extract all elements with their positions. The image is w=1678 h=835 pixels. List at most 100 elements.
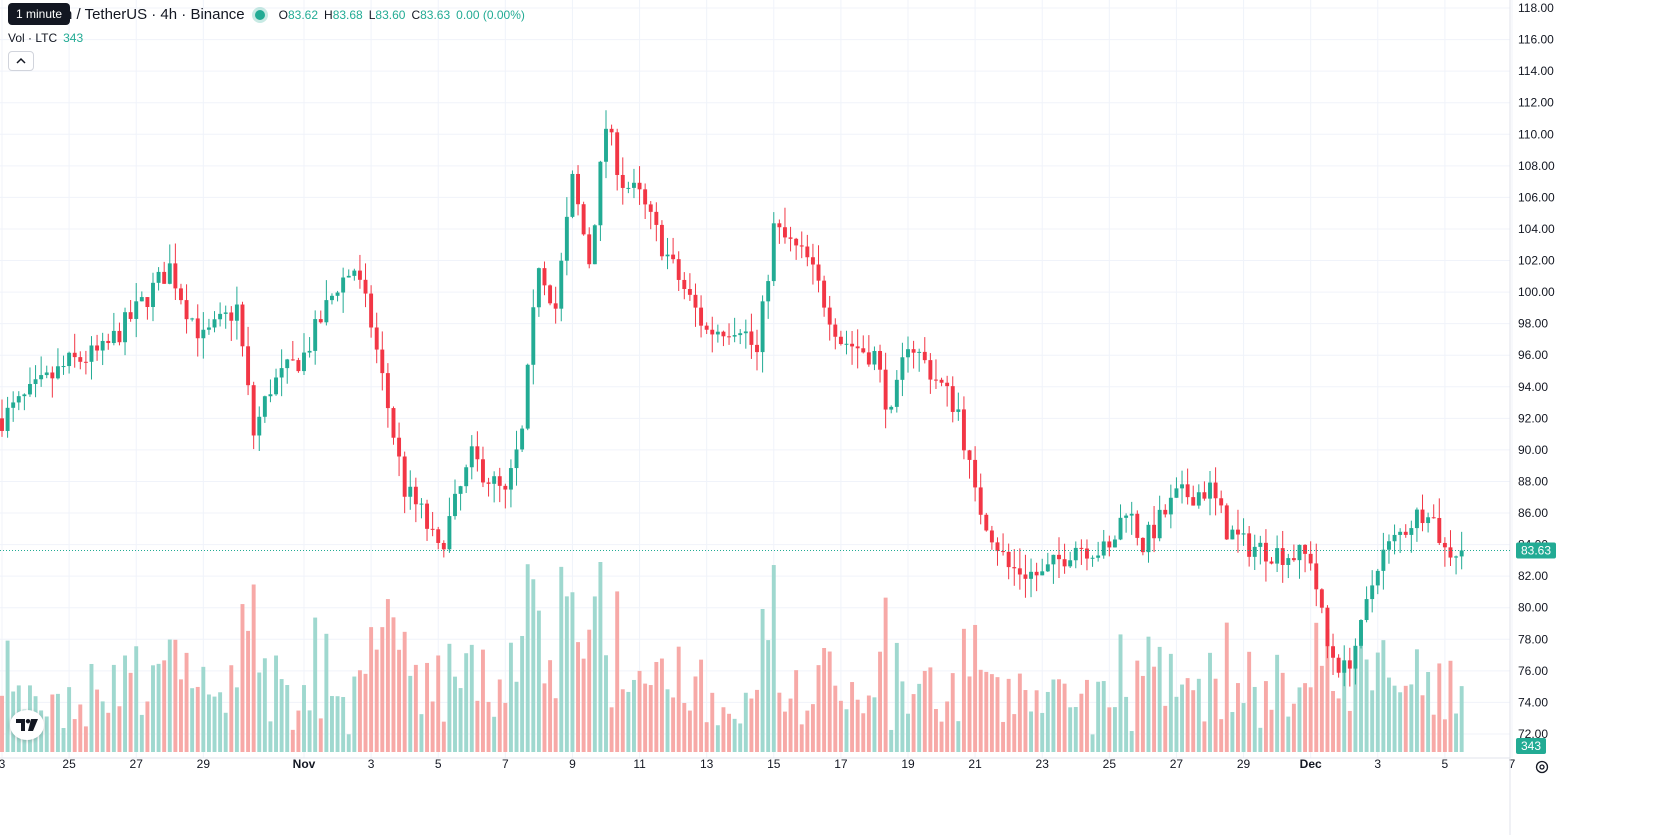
volume-bar [274, 655, 278, 752]
high-value: 83.68 [332, 7, 363, 22]
candle-body [710, 329, 715, 335]
y-axis-tick-label: 90.00 [1518, 443, 1548, 457]
candle-body [995, 542, 1000, 552]
candle-body [313, 319, 318, 351]
candle-body [1236, 529, 1240, 535]
candle-body [659, 224, 664, 257]
volume-bar [878, 651, 882, 752]
candle-body [229, 312, 234, 321]
candle-body [78, 357, 83, 362]
candle-body [989, 530, 994, 543]
candle-body [1286, 558, 1291, 565]
candle-body [1426, 517, 1431, 524]
volume-bar [1112, 707, 1117, 752]
candle-body [369, 293, 374, 328]
candle-body [1135, 513, 1140, 538]
volume-bar [576, 642, 580, 752]
candle-body [900, 357, 905, 380]
volume-bar [408, 675, 413, 752]
volume-bar [783, 711, 787, 752]
volume-bar [1297, 687, 1302, 752]
candle-body [755, 344, 759, 353]
candle-body [766, 281, 771, 302]
volume-bar [637, 670, 642, 752]
candle-body [67, 352, 72, 367]
volume-bar [341, 697, 346, 752]
candle-body [95, 345, 100, 351]
low-label: L [368, 7, 376, 22]
candle-body [111, 330, 116, 344]
volume-bar [553, 698, 558, 752]
volume-bar [788, 698, 793, 752]
volume-bar [497, 679, 502, 752]
volume-legend[interactable]: Vol · LTC 343 [8, 31, 83, 45]
volume-bar [1224, 622, 1229, 752]
volume-bar [1129, 731, 1134, 752]
market-status-icon[interactable] [254, 9, 265, 20]
volume-bar [307, 710, 312, 752]
candle-body [179, 288, 183, 301]
volume-bar [5, 640, 10, 752]
gear-icon[interactable] [1532, 757, 1552, 777]
volume-bar [626, 691, 631, 752]
candle-body [134, 301, 139, 319]
symbol-title[interactable]: n / TetherUS · 4h · Binance [64, 6, 245, 23]
candle-body [44, 372, 49, 376]
volume-bar [1308, 687, 1313, 752]
candle-body [693, 294, 698, 308]
candle-body [609, 128, 614, 133]
candle-body [1375, 570, 1380, 586]
volume-bar [173, 639, 178, 752]
candle-body [1387, 541, 1391, 550]
tradingview-logo-icon[interactable] [10, 710, 44, 740]
candle-body [956, 409, 961, 412]
candle-body [1213, 482, 1218, 499]
candle-body [475, 446, 480, 460]
volume-bar [1381, 640, 1386, 752]
candle-body [1319, 589, 1324, 608]
candle-body [1090, 557, 1095, 559]
candle-body [1017, 568, 1022, 575]
volume-bar [419, 714, 424, 752]
y-axis-tick-label: 82.00 [1518, 569, 1548, 583]
timeframe-tooltip: 1 minute [8, 3, 71, 25]
candle-body [240, 304, 245, 347]
x-axis-tick-label: 7 [502, 757, 509, 771]
x-axis-tick-label: 21 [968, 757, 982, 771]
volume-bar [453, 676, 457, 752]
volume-bar [346, 734, 351, 752]
volume-bar [1017, 673, 1022, 752]
candle-body [22, 394, 27, 397]
candle-body [1258, 542, 1263, 547]
volume-bar [805, 710, 810, 752]
x-axis-tick-label: 27 [130, 757, 144, 771]
volume-bar [391, 617, 396, 752]
x-axis-tick-label: 9 [569, 757, 576, 771]
candle-body [374, 327, 379, 350]
candle-body [1034, 571, 1039, 576]
volume-bar [1437, 663, 1442, 752]
y-axis-tick-label: 116.00 [1518, 33, 1554, 47]
candle-body [274, 377, 278, 395]
candle-body [615, 132, 620, 175]
volume-bar [1252, 686, 1257, 752]
volume-bar [749, 698, 754, 752]
volume-bar [844, 709, 849, 752]
volume-bar [536, 610, 541, 752]
collapse-legend-button[interactable] [8, 51, 34, 71]
candle-body [911, 349, 916, 353]
volume-bar [486, 701, 491, 752]
candle-body [531, 307, 536, 365]
volume-bar [302, 685, 306, 752]
volume-bar [458, 688, 463, 752]
y-axis-tick-label: 96.00 [1518, 348, 1548, 362]
volume-bar [229, 665, 234, 752]
candle-body [1185, 484, 1190, 498]
volume-bar [1414, 649, 1419, 752]
volume-bar [615, 591, 620, 752]
volume-bar [218, 692, 223, 752]
candle-body [889, 406, 894, 410]
volume-bar [1241, 703, 1246, 752]
